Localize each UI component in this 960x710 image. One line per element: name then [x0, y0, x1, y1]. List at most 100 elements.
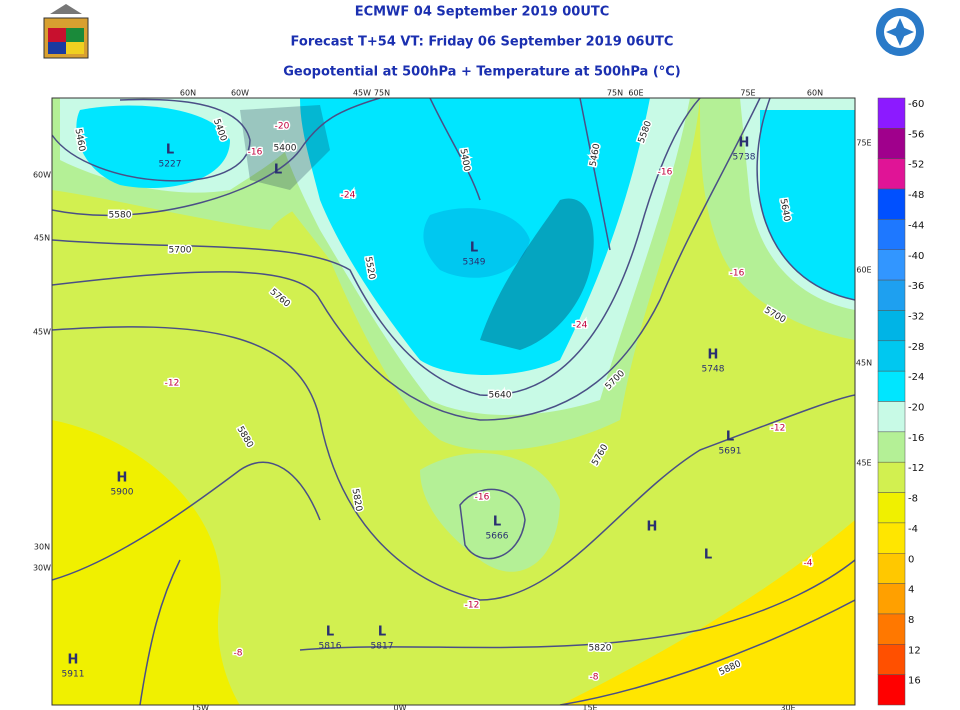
legend-label: 4 — [908, 585, 914, 596]
temperature-label: -16 — [248, 148, 263, 158]
legend-swatch — [877, 461, 906, 493]
legend-swatch — [877, 310, 906, 342]
legend-label: -36 — [908, 281, 924, 292]
grid-label: 60N — [180, 89, 196, 98]
center-value: 5817 — [371, 642, 394, 652]
center-kind: H — [739, 136, 750, 151]
grid-label: 75N — [374, 89, 390, 98]
grid-label: 60E — [856, 266, 871, 275]
legend-swatch — [877, 370, 906, 402]
legend-label: 16 — [908, 676, 921, 687]
temperature-label: -12 — [165, 379, 180, 389]
legend-swatch — [877, 492, 906, 524]
center-value: 5816 — [319, 642, 342, 652]
title-line: Geopotential at 500hPa + Temperature at … — [283, 65, 681, 80]
map — [52, 98, 855, 705]
legend-swatch — [877, 674, 906, 706]
contour-label: 5580 — [109, 211, 132, 221]
center-value: 5666 — [486, 532, 509, 542]
center-kind: H — [708, 348, 719, 363]
temperature-label: -8 — [590, 673, 599, 683]
center-value: 5349 — [463, 258, 486, 268]
grid-label: 45W — [33, 328, 51, 337]
temperature-label: -16 — [475, 493, 490, 503]
temperature-label: -4 — [804, 559, 813, 569]
legend-label: -48 — [908, 190, 924, 201]
grid-label: 30W — [33, 564, 51, 573]
grid-label: 45E — [856, 459, 871, 468]
logo-left — [43, 4, 89, 59]
legend-label: 0 — [908, 554, 914, 565]
grid-label: 60W — [33, 171, 51, 180]
contour-label: 5820 — [589, 644, 612, 654]
center-value: 5900 — [111, 488, 134, 498]
center-kind: L — [378, 625, 386, 640]
title-line: Forecast T+54 VT: Friday 06 September 20… — [291, 35, 674, 50]
legend-swatch — [877, 401, 906, 433]
legend-swatch — [877, 158, 906, 190]
center-kind: L — [166, 143, 174, 158]
legend-swatch — [877, 613, 906, 645]
contour-label: 5400 — [274, 144, 297, 154]
center-kind: L — [470, 241, 478, 256]
center-value: 5748 — [702, 365, 725, 375]
legend-label: -56 — [908, 129, 924, 140]
temperature-label: -20 — [275, 122, 290, 132]
grid-label: 60W — [231, 89, 249, 98]
contour-label: 5640 — [489, 391, 512, 401]
temperature-label: -8 — [234, 649, 243, 659]
map-frame — [51, 97, 856, 706]
grid-label: 45N — [856, 359, 872, 368]
grid-label: 60N — [807, 89, 823, 98]
legend-label: 12 — [908, 645, 921, 656]
temperature-label: -24 — [341, 191, 356, 201]
legend-label: -24 — [908, 372, 924, 383]
grid-label: 75N — [607, 89, 623, 98]
center-kind: L — [704, 548, 712, 563]
center-value: 5738 — [733, 153, 756, 163]
grid-label: 75E — [740, 89, 755, 98]
center-value: 5691 — [719, 447, 742, 457]
center-kind: H — [117, 471, 128, 486]
temperature-label: -16 — [658, 168, 673, 178]
legend-swatch — [877, 583, 906, 615]
temperature-label: -24 — [573, 321, 588, 331]
logo-right — [876, 8, 924, 56]
grid-label: 0W — [394, 704, 407, 710]
legend-swatch — [877, 219, 906, 250]
grid-label: 45N — [34, 234, 50, 243]
grid-label: 75E — [856, 139, 871, 148]
legend-label: -8 — [908, 494, 918, 505]
legend-swatch — [877, 553, 906, 584]
legend-label: -60 — [908, 99, 924, 110]
legend-swatch — [877, 279, 906, 311]
legend-label: -12 — [908, 463, 924, 474]
title-line: ECMWF 04 September 2019 00UTC — [355, 5, 610, 20]
center-kind: H — [647, 520, 658, 535]
grid-label: 30N — [34, 543, 50, 552]
center-kind: H — [68, 653, 79, 668]
center-kind: L — [493, 515, 501, 530]
temperature-label: -12 — [771, 424, 786, 434]
legend-label: -28 — [908, 342, 924, 353]
center-kind: L — [326, 625, 334, 640]
legend-label: -32 — [908, 311, 924, 322]
legend-swatch — [877, 644, 906, 675]
legend-label: -44 — [908, 220, 924, 231]
center-value: 5227 — [159, 160, 182, 170]
grid-label: 15E — [582, 704, 597, 710]
grid-label: 45W — [353, 89, 371, 98]
legend-swatch — [877, 522, 906, 554]
legend-swatch — [877, 188, 906, 220]
legend-swatch — [877, 431, 906, 463]
contour-label: 5700 — [169, 246, 192, 256]
legend-label: -40 — [908, 251, 924, 262]
grid-label: 15W — [191, 704, 209, 710]
legend-label: -16 — [908, 433, 924, 444]
grid-label: 30E — [780, 704, 795, 710]
temperature-label: -12 — [465, 601, 480, 611]
legend-label: -20 — [908, 403, 924, 414]
legend-label: 8 — [908, 615, 914, 626]
legend-label: -4 — [908, 524, 918, 535]
